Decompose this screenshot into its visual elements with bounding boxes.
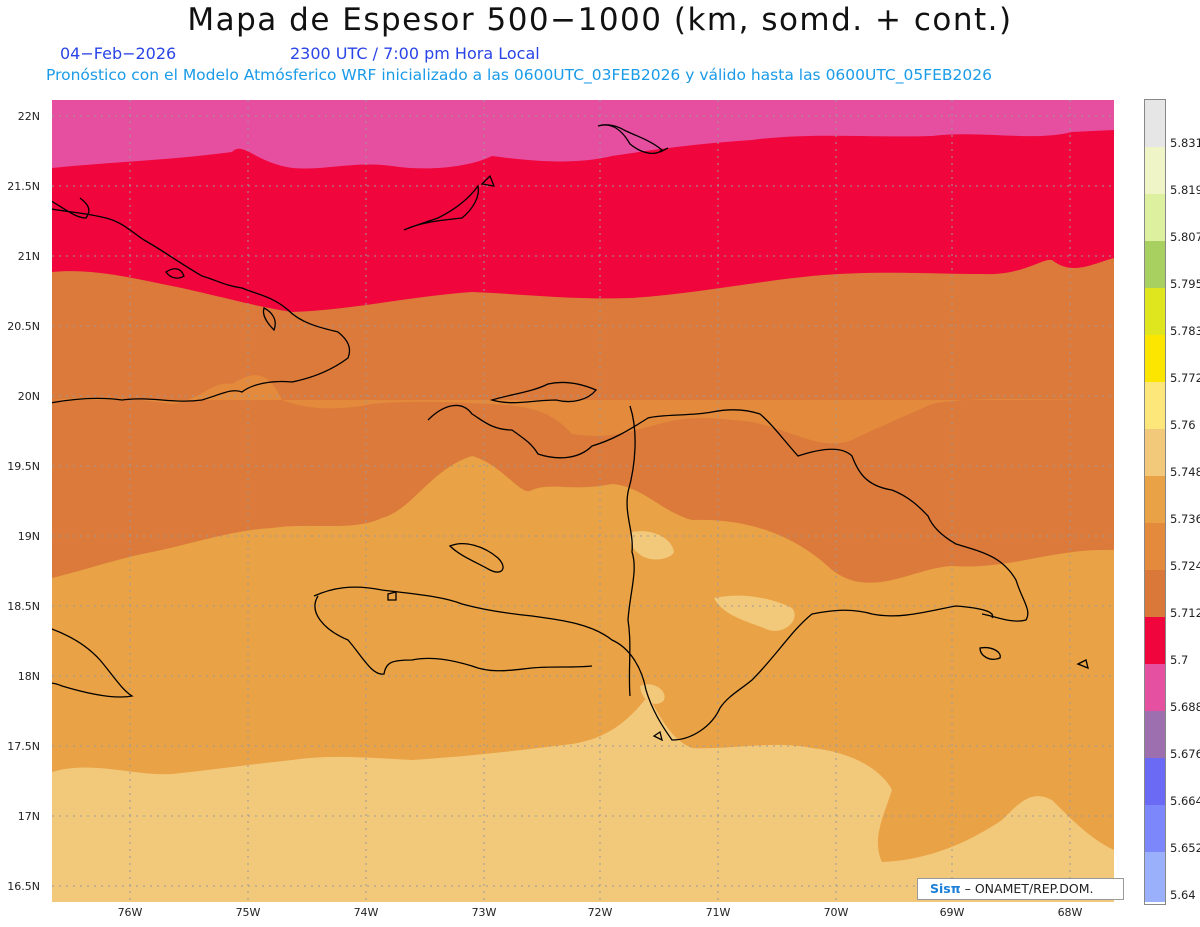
legend-swatch [1145,194,1165,241]
legend-level: 5.795 [1170,277,1200,291]
map-canvas [52,100,1114,902]
legend-level: 5.772 [1170,371,1200,385]
legend-swatch [1145,382,1165,429]
band-5-748 [52,696,1114,902]
legend-swatch [1145,805,1165,852]
legend-swatch [1145,570,1165,617]
coast-saona [979,646,1001,660]
coast-beata [652,730,663,742]
legend-level: 5.7 [1170,653,1189,667]
legend-swatch [1145,523,1165,570]
coast-inagua-north [403,184,480,231]
thickness-map [52,100,1114,902]
coast-hispaniola-south [313,586,994,741]
legend-swatch [1145,100,1165,147]
color-legend [1144,99,1166,905]
legend-swatch [1145,288,1165,335]
legend-swatch [1145,241,1165,288]
lon-label: 70W [823,906,849,919]
legend-swatch [1145,147,1165,194]
lon-label: 73W [471,906,497,919]
coast-cuba [52,208,351,404]
coast-cuba-west [52,197,90,219]
patch-5-748-b [714,595,795,631]
legend-level: 5.664 [1170,794,1200,808]
legend-swatch [1145,429,1165,476]
lon-label: 71W [705,906,731,919]
lat-label: 16.5N [7,880,40,893]
lon-label: 74W [353,906,379,919]
legend-level: 5.688 [1170,700,1200,714]
coast-tortuga [262,307,276,332]
coast-pr-tip [1076,659,1089,670]
patch-5-748-a [630,531,674,560]
lat-label: 18N [17,670,40,683]
coast-border [626,405,636,697]
lon-label: 72W [587,906,613,919]
coast-hispaniola-north [427,404,1029,622]
legend-level: 5.819 [1170,183,1200,197]
lat-label: 20N [17,390,40,403]
band-5-724 [52,375,1114,444]
lon-label: 69W [939,906,965,919]
lat-label: 21N [17,250,40,263]
legend-swatch [1145,711,1165,758]
lon-label: 68W [1057,906,1083,919]
lat-label: 17.5N [7,740,40,753]
forecast-time: 2300 UTC / 7:00 pm Hora Local [290,44,540,63]
legend-swatch [1145,476,1165,523]
legend-level: 5.724 [1170,559,1200,573]
legend-swatch [1145,335,1165,382]
legend-swatch [1145,664,1165,711]
credit-box: Sisπ – ONAMET/REP.DOM. [917,878,1124,900]
map-title: Mapa de Espesor 500−1000 (km, somd. + co… [187,2,1013,38]
coast-turks [480,147,669,187]
coast-haiti-peninsula [314,595,593,675]
legend-level: 5.783 [1170,324,1200,338]
legend-level: 5.831 [1170,136,1200,150]
lat-label: 19.5N [7,460,40,473]
legend-swatch [1145,617,1165,664]
lon-label: 75W [235,906,261,919]
legend-level: 5.807 [1170,230,1200,244]
legend-level: 5.748 [1170,465,1200,479]
legend-level: 5.712 [1170,606,1200,620]
coast-islands-top [597,124,663,155]
lat-label: 21.5N [7,180,40,193]
legend-level: 5.652 [1170,841,1200,855]
coast-great-inagua [489,381,598,404]
lat-label: 19N [17,530,40,543]
grid-lines [52,100,1114,902]
lat-label: 18.5N [7,600,40,613]
sispi-logo: Sisπ [930,881,961,896]
coast-cuba-east [52,628,134,698]
legend-swatch [1145,852,1165,902]
coast-small-bahama [165,268,185,279]
lat-label: 22N [17,110,40,123]
legend-level: 5.76 [1170,418,1196,432]
lat-label: 17N [17,810,40,823]
coast-navassa [387,591,397,601]
coastlines [52,124,1089,742]
legend-level: 5.676 [1170,747,1200,761]
model-info: Pronóstico con el Modelo Atmósferico WRF… [46,66,992,84]
lat-label: 20.5N [7,320,40,333]
lon-label: 76W [117,906,143,919]
forecast-date: 04−Feb−2026 [60,44,177,63]
legend-level: 5.64 [1170,888,1196,902]
coast-gonave [448,543,504,573]
legend-level: 5.736 [1170,512,1200,526]
legend-swatch [1145,758,1165,805]
credit-text: – ONAMET/REP.DOM. [964,881,1094,896]
